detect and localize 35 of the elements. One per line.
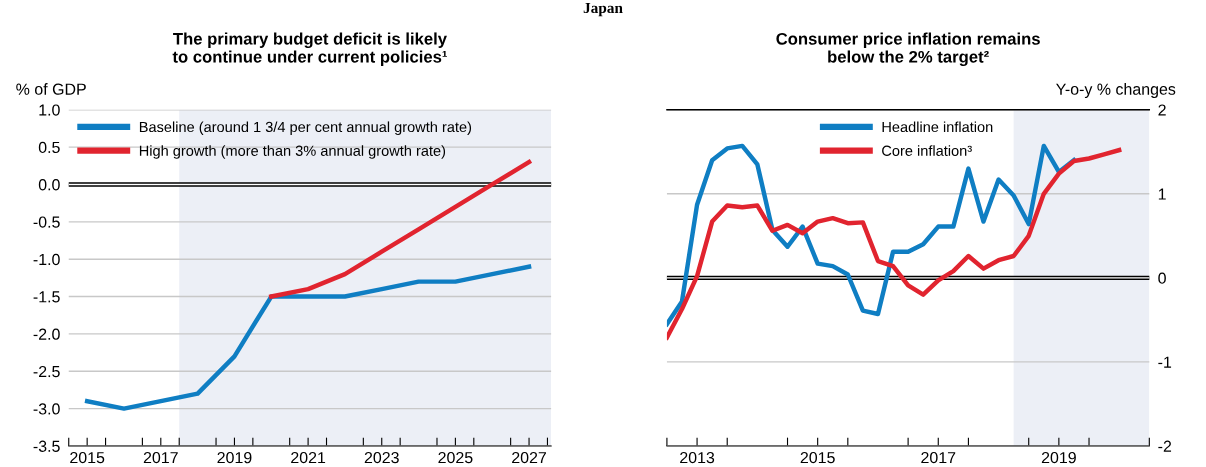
x-tick-label: 2015 — [800, 451, 835, 464]
y-axis-title: Y-o-y % changes — [1056, 83, 1176, 98]
x-tick-label: 2019 — [217, 451, 252, 464]
legend-label: High growth (more than 3% annual growth rate) — [139, 145, 446, 159]
x-tick-label: 2021 — [291, 451, 326, 464]
y-tick-label: 1 — [1158, 188, 1166, 200]
chart-title: The primary budget deficit is likely to continue under current policies¹ — [172, 32, 447, 66]
x-tick-label: 2015 — [70, 451, 105, 464]
y-tick-label: -3.5 — [33, 440, 60, 452]
legend-label: Headline inflation — [882, 121, 993, 133]
x-tick-label: 2017 — [143, 451, 178, 464]
y-tick-label: -2.0 — [33, 328, 60, 340]
x-tick-label: 2013 — [680, 451, 715, 464]
y-tick-label: -2 — [1158, 440, 1172, 452]
y-tick-label: -0.5 — [33, 216, 60, 228]
y-tick-label: 2 — [1158, 104, 1166, 116]
legend-label: Core inflation³ — [882, 145, 972, 156]
legend-label: Baseline (around 1 3/4 per cent annual growth rate) — [139, 121, 472, 136]
y-tick-label: -2.5 — [33, 365, 60, 378]
x-tick-label: 2019 — [1041, 451, 1076, 464]
x-tick-label: 2017 — [921, 451, 956, 464]
x-tick-label: 2023 — [364, 451, 399, 464]
y-tick-label: 0 — [1158, 272, 1166, 284]
x-tick-label: 2025 — [438, 451, 473, 464]
y-tick-label: -1.0 — [33, 253, 60, 266]
y-axis-title: % of GDP — [16, 83, 86, 95]
y-tick-label: -1.5 — [33, 291, 60, 303]
y-tick-label: -1 — [1158, 356, 1172, 368]
y-tick-label: 1.0 — [39, 104, 60, 116]
y-tick-label: -3.0 — [33, 403, 60, 415]
y-tick-label: 0.5 — [38, 141, 60, 154]
y-tick-label: 0.0 — [38, 179, 60, 191]
text: Japan — [583, 2, 623, 17]
x-tick-label: 2027 — [512, 451, 547, 464]
chart-title: Consumer price inflation remains below the 2% target² — [776, 32, 1040, 67]
